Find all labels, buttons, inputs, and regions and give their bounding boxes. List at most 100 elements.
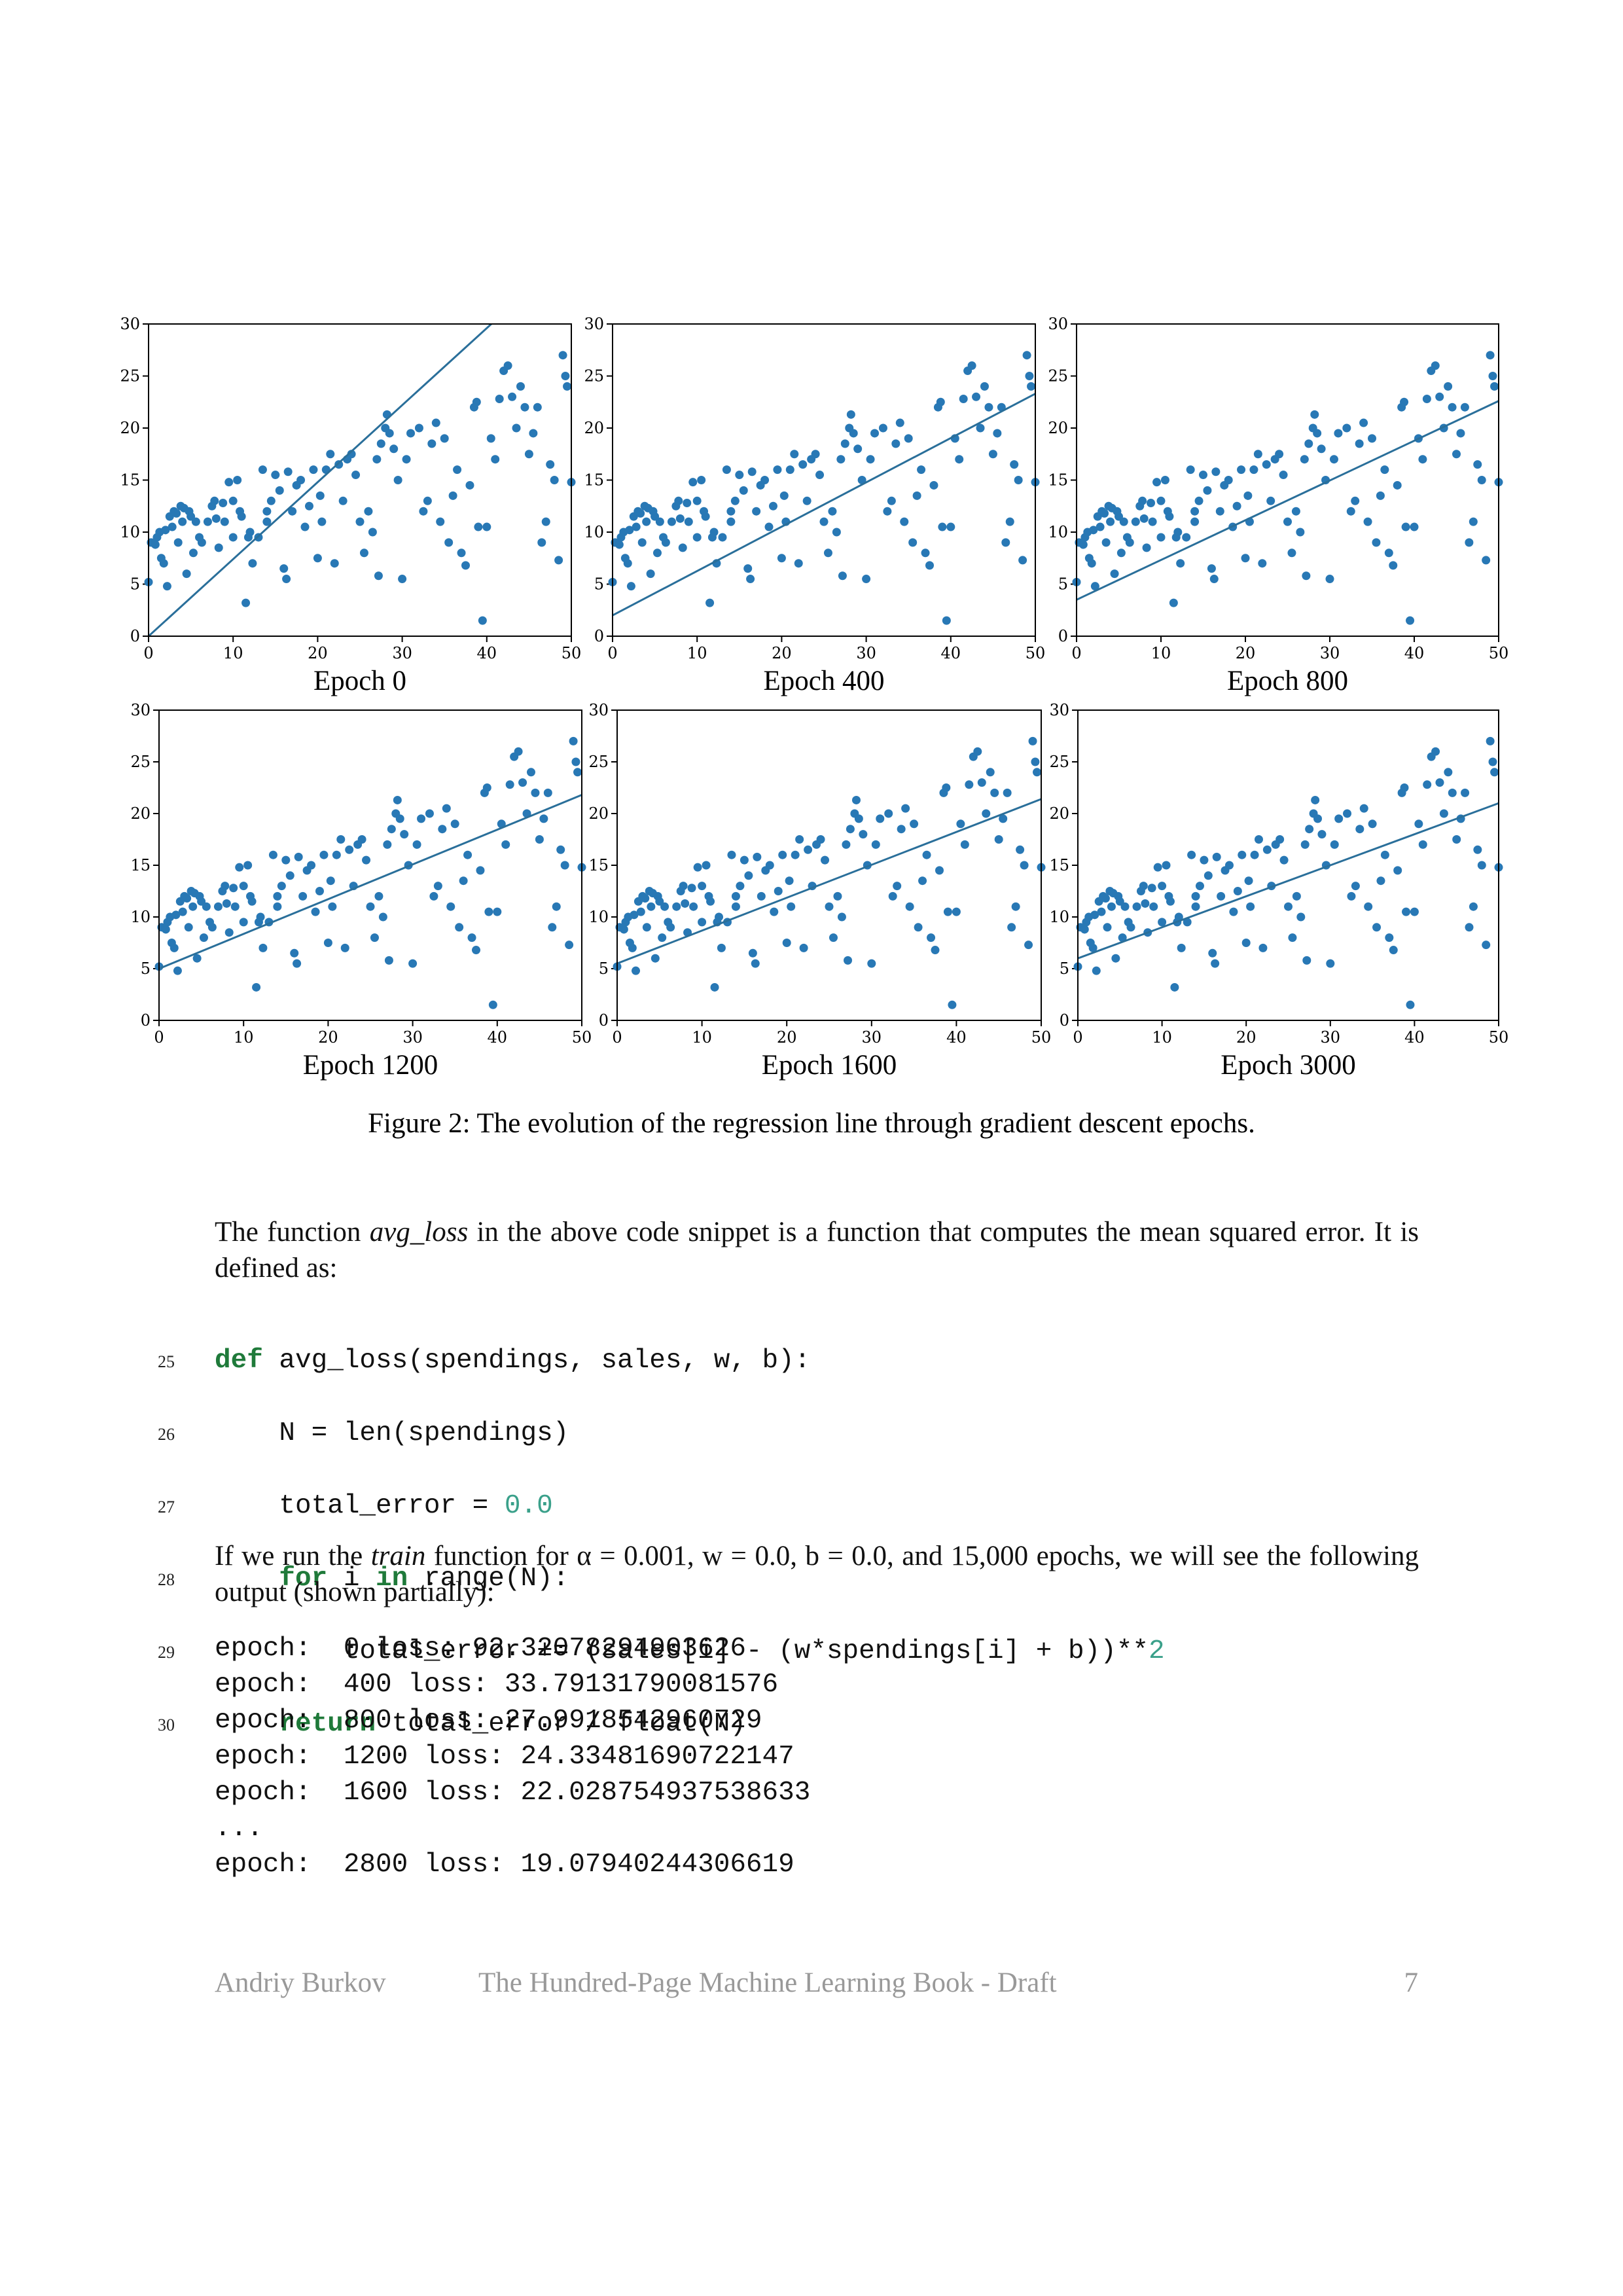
data-point xyxy=(1393,480,1402,490)
data-point xyxy=(444,538,454,547)
data-point xyxy=(554,556,563,565)
data-point xyxy=(1090,582,1099,591)
line-number: 28 xyxy=(158,1570,175,1589)
data-point xyxy=(1142,543,1151,552)
data-point xyxy=(787,902,796,911)
data-point xyxy=(778,850,787,859)
data-point xyxy=(1283,517,1292,526)
data-point xyxy=(1097,907,1106,916)
data-point xyxy=(681,899,690,908)
data-point xyxy=(1448,788,1457,797)
data-point xyxy=(959,394,968,403)
data-point xyxy=(288,507,297,516)
data-point xyxy=(661,538,670,547)
data-point xyxy=(178,907,187,916)
data-point xyxy=(660,902,669,911)
data-point xyxy=(1288,933,1297,942)
data-point xyxy=(1244,876,1253,886)
data-point xyxy=(474,522,483,531)
data-point xyxy=(298,891,308,901)
x-tick-label: 0 xyxy=(154,1028,164,1047)
data-point xyxy=(1368,819,1377,829)
data-point xyxy=(825,902,834,911)
data-point xyxy=(168,522,177,531)
data-point xyxy=(561,372,570,380)
data-point xyxy=(1088,943,1097,952)
x-tick-label: 40 xyxy=(946,1028,967,1047)
data-point xyxy=(188,902,198,911)
line-number: 26 xyxy=(158,1425,175,1444)
data-point xyxy=(548,923,557,932)
data-point xyxy=(1096,522,1105,531)
data-point xyxy=(1101,538,1111,547)
data-point xyxy=(402,455,411,464)
data-point xyxy=(1007,923,1016,932)
data-point xyxy=(376,439,385,448)
data-point xyxy=(876,814,885,823)
data-point xyxy=(1119,517,1128,526)
data-point xyxy=(1131,517,1140,526)
data-point xyxy=(917,465,926,475)
regression-line xyxy=(159,794,582,970)
plot-frame xyxy=(616,709,1042,1021)
data-point xyxy=(1385,933,1394,942)
x-tick-label: 10 xyxy=(1151,644,1171,662)
data-point xyxy=(214,543,223,552)
data-point xyxy=(282,575,291,584)
data-point xyxy=(243,861,253,870)
data-point xyxy=(1191,891,1200,901)
data-point xyxy=(1183,918,1192,927)
data-point xyxy=(757,891,766,901)
data-point xyxy=(1266,496,1275,505)
data-point xyxy=(1359,804,1368,813)
data-point xyxy=(1342,423,1351,433)
footer-title: The Hundred-Page Machine Learning Book -… xyxy=(478,1967,1057,1998)
data-point xyxy=(465,480,474,490)
data-point xyxy=(1126,923,1135,932)
data-point xyxy=(1325,575,1334,584)
y-tick-label: 10 xyxy=(588,908,609,926)
data-point xyxy=(625,526,634,535)
y-tick-label: 0 xyxy=(130,627,140,645)
data-point xyxy=(1148,517,1157,526)
output-line: epoch: 1600 loss: 22.028754937538633 xyxy=(215,1778,811,1808)
data-point xyxy=(1330,840,1339,849)
data-point xyxy=(1187,850,1196,859)
data-point xyxy=(1302,956,1311,965)
data-point xyxy=(317,517,327,526)
data-point xyxy=(1469,902,1478,911)
data-point xyxy=(1149,902,1158,911)
data-point xyxy=(1089,526,1098,535)
data-point xyxy=(666,923,675,932)
data-point xyxy=(1444,382,1453,391)
data-point xyxy=(1279,471,1288,480)
data-point xyxy=(973,747,982,756)
data-point xyxy=(228,496,238,505)
data-point xyxy=(811,450,820,459)
data-point xyxy=(311,907,320,916)
data-point xyxy=(526,768,535,777)
data-point xyxy=(1461,788,1470,797)
data-point xyxy=(290,948,299,958)
data-point xyxy=(535,835,544,844)
paragraph: If we run the train function for α = 0.0… xyxy=(215,1538,1419,1610)
data-point xyxy=(450,819,459,829)
data-point xyxy=(323,939,332,947)
data-point xyxy=(1018,556,1027,565)
data-point xyxy=(1376,491,1385,500)
data-point xyxy=(908,538,918,547)
data-point xyxy=(453,465,462,475)
data-point xyxy=(332,850,341,859)
data-point xyxy=(1292,891,1301,901)
x-tick-label: 20 xyxy=(1236,644,1256,662)
data-point xyxy=(632,966,641,975)
data-point xyxy=(400,830,409,839)
data-point xyxy=(336,835,346,844)
data-point xyxy=(429,891,438,901)
y-tick-label: 30 xyxy=(584,315,604,333)
code: total_error / float(N) xyxy=(376,1709,746,1739)
y-tick-label: 15 xyxy=(1049,856,1069,874)
data-point xyxy=(1452,835,1461,844)
data-point xyxy=(943,907,952,916)
data-point xyxy=(619,925,628,934)
